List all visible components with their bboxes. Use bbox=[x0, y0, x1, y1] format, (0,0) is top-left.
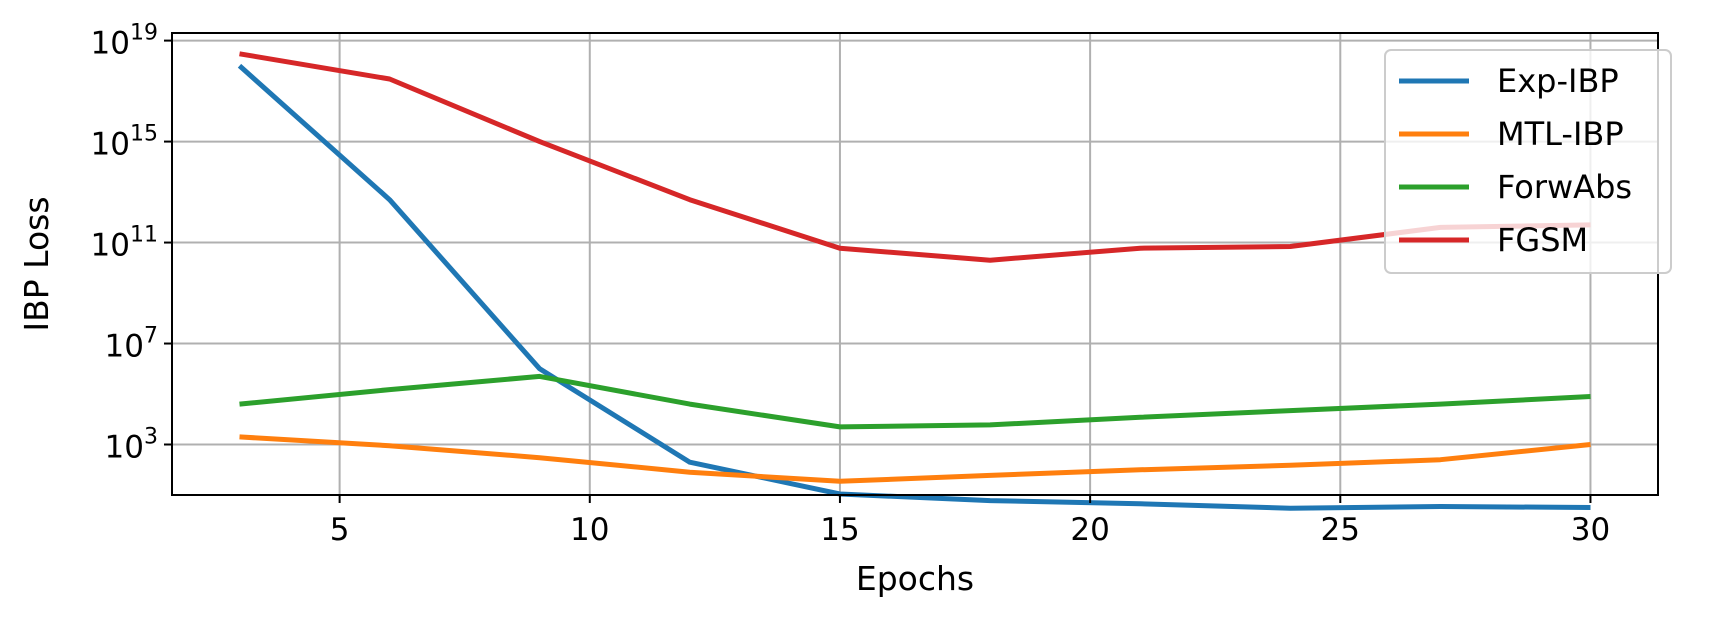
y-tick-label: 1011 bbox=[91, 223, 158, 264]
legend-label: MTL-IBP bbox=[1497, 115, 1624, 153]
x-tick-label: 25 bbox=[1321, 512, 1360, 548]
y-axis-label: IBP Loss bbox=[17, 196, 56, 331]
legend-label: FGSM bbox=[1497, 221, 1588, 259]
series-line-fgsm bbox=[239, 51, 1591, 263]
x-tick-label: 20 bbox=[1070, 512, 1109, 548]
x-tick-label: 15 bbox=[820, 512, 859, 548]
y-tick-label: 103 bbox=[105, 425, 158, 466]
y-tick-label: 1019 bbox=[91, 21, 158, 62]
series-line-exp-ibp bbox=[237, 63, 1591, 511]
axis-ticks bbox=[164, 39, 1592, 503]
x-tick-label: 5 bbox=[330, 512, 350, 548]
legend-label: Exp-IBP bbox=[1497, 62, 1619, 100]
series-line-forwabs bbox=[239, 373, 1591, 430]
x-axis-label: Epochs bbox=[856, 559, 974, 598]
y-tick-label: 1015 bbox=[91, 122, 158, 163]
legend-label: ForwAbs bbox=[1497, 168, 1632, 206]
series-lines bbox=[237, 51, 1591, 511]
legend: Exp-IBP MTL-IBP ForwAbs FGSM bbox=[1384, 49, 1672, 274]
y-tick-label: 107 bbox=[105, 324, 158, 365]
legend-box bbox=[1384, 49, 1672, 274]
x-tick-label: 10 bbox=[570, 512, 609, 548]
series-line-mtl-ibp bbox=[239, 434, 1591, 484]
x-tick-label: 30 bbox=[1571, 512, 1610, 548]
